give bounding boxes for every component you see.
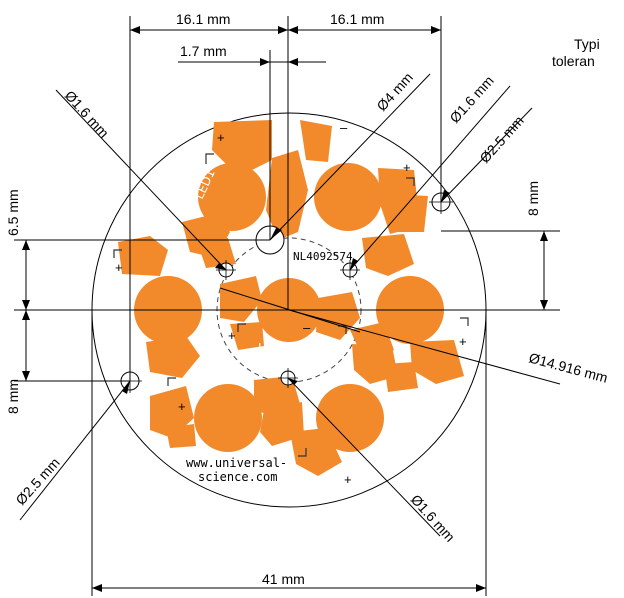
led4-pad xyxy=(150,376,300,452)
led3-label: LED3 xyxy=(258,341,289,355)
svg-text:+: + xyxy=(178,399,186,414)
led1-pad xyxy=(182,120,272,268)
dim-top-right: 16.1 mm xyxy=(330,11,384,27)
svg-text:–: – xyxy=(340,120,348,135)
website-line2: science.com xyxy=(198,470,277,484)
svg-text:+: + xyxy=(459,334,467,349)
dim-hole-left: Ø1.6 mm xyxy=(62,87,112,140)
dim-top-left: 16.1 mm xyxy=(176,11,230,27)
dim-right-vertical: 8 mm xyxy=(525,181,541,216)
led5-pad xyxy=(260,344,418,476)
polarity-marks: + – + + + + – + + xyxy=(115,120,467,487)
dim-hole-center: Ø4 mm xyxy=(373,69,416,114)
svg-text:+: + xyxy=(344,472,352,487)
dim-left-vertical-bottom: 8 mm xyxy=(5,379,21,414)
led4-label: LED4 xyxy=(212,363,243,377)
svg-text:+: + xyxy=(115,260,123,275)
led3-pad xyxy=(220,276,360,350)
svg-text:+: + xyxy=(403,160,411,175)
dim-circle-diameter: Ø14.916 mm xyxy=(527,349,609,385)
dim-hole-bottom: Ø1.6 mm xyxy=(408,491,458,544)
svg-text:+: + xyxy=(217,130,225,145)
dim-overall-width: 41 mm xyxy=(262,571,305,587)
svg-text:+: + xyxy=(228,328,236,343)
part-number: NL4092574 xyxy=(293,250,353,263)
dim-hole-right-mount: Ø2.5 mm xyxy=(476,113,526,166)
tolerance-note-line1: Typi xyxy=(574,36,600,52)
svg-text:–: – xyxy=(303,320,311,335)
website-line1: www.universal- xyxy=(186,456,287,470)
dim-hole-lower-left: Ø2.5 mm xyxy=(12,455,62,508)
dim-left-vertical-top: 6.5 mm xyxy=(5,189,21,236)
led7-label: LED7 xyxy=(338,149,369,163)
led2-label: LED2 xyxy=(115,290,129,321)
arrowheads xyxy=(22,26,548,592)
dimension-lines xyxy=(14,16,561,596)
tolerance-note-line2: toleran xyxy=(552,53,595,69)
led-pads xyxy=(118,120,464,476)
dim-hole-right-small: Ø1.6 mm xyxy=(446,73,496,126)
tolerance-note: Typi toleran xyxy=(540,36,624,70)
led7-pad xyxy=(266,120,428,240)
dim-center-offset: 1.7 mm xyxy=(180,43,227,59)
